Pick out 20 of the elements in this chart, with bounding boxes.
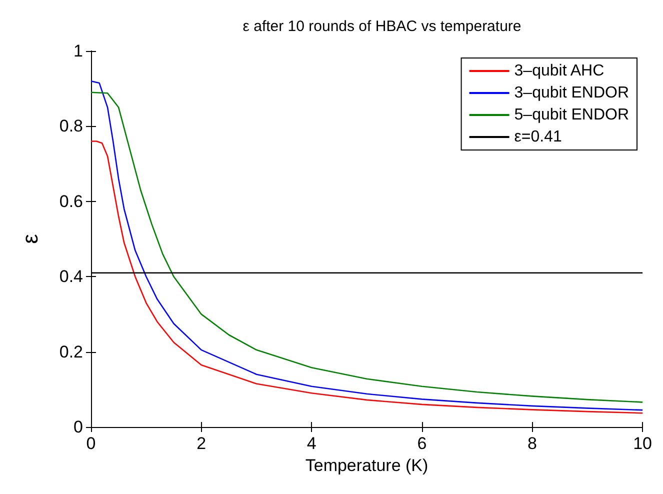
x-tick-label: 0 [86,434,96,453]
x-tick-label: 6 [417,434,427,453]
legend-label: 3‒qubit AHC [514,62,604,80]
y-tick-label: 0.8 [59,116,83,136]
legend-label: ε=0.41 [514,128,562,146]
x-tick-label: 2 [196,434,206,453]
x-axis-title: Temperature (K) [305,456,428,475]
line-series [90,140,644,414]
y-tick-label: 0.6 [59,192,83,211]
y-tick-label: 0 [74,418,83,436]
legend-label: 5‒qubit ENDOR [514,106,629,124]
chart-title: ε after 10 rounds of HBAC vs temperature [242,18,522,35]
x-tick-label: 8 [528,434,537,453]
y-tick-label: 0.4 [59,267,83,286]
y-tick-label: 0.2 [59,342,83,362]
legend-label: 3‒qubit ENDOR [514,84,629,102]
y-axis-title: ε [18,234,42,244]
x-tick-label: 4 [306,434,316,453]
y-tick-label: 1 [74,42,83,60]
x-tick-label: 10 [633,434,652,453]
